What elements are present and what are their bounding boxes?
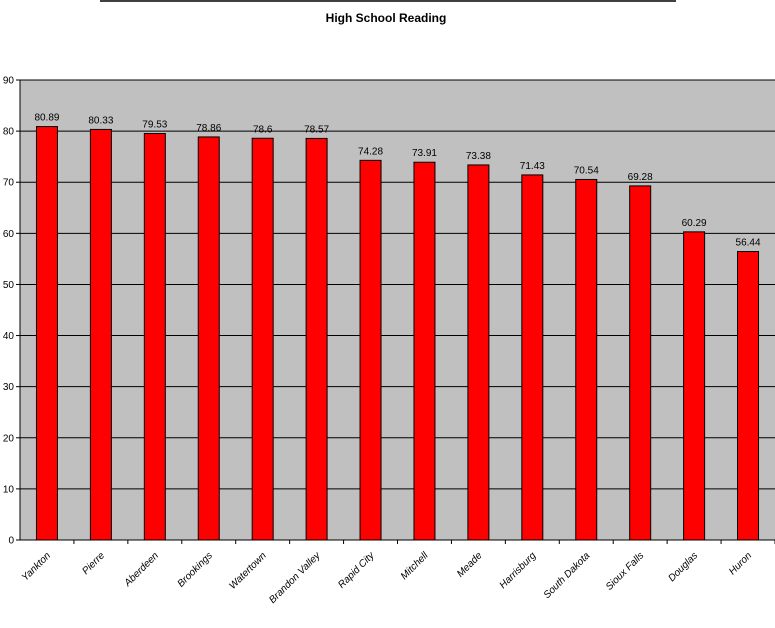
x-tick-label: Douglas: [666, 550, 700, 584]
data-label: 56.44: [736, 238, 761, 249]
bar-south-dakota: [575, 178, 598, 541]
y-tick-label: 40: [3, 331, 15, 342]
y-tick-label: 0: [8, 536, 14, 547]
bar-mitchell: [413, 161, 436, 541]
y-tick-label: 70: [3, 178, 15, 189]
bar-brookings: [197, 136, 220, 541]
bar-pierre: [89, 128, 112, 541]
bar-sioux-falls: [629, 185, 652, 541]
data-label: 78.86: [196, 123, 221, 134]
bar-aberdeen: [143, 133, 166, 541]
y-tick-label: 60: [3, 229, 15, 240]
x-tick-label: Rapid City: [336, 550, 377, 591]
y-tick-label: 90: [3, 76, 15, 87]
x-axis-ticks: Yankton Pierre Aberdeen Brookings WatertownB…: [20, 540, 775, 606]
data-label: 71.43: [520, 161, 545, 172]
x-tick-label: Aberdeen: [122, 550, 161, 589]
data-label: 70.54: [574, 165, 599, 176]
plot-area: [20, 80, 775, 540]
data-label: 78.6: [253, 124, 273, 135]
data-label: 73.38: [466, 151, 491, 162]
data-label: 73.91: [412, 148, 437, 159]
x-tick-label: Harrisburg: [498, 550, 539, 591]
x-tick-label: Meade: [455, 550, 485, 580]
bar-douglas: [683, 231, 706, 541]
data-label: 80.33: [88, 115, 113, 126]
x-tick-label: Brookings: [176, 550, 215, 589]
bar-brandon-valley: [305, 137, 328, 541]
data-label: 78.57: [304, 124, 329, 135]
y-tick-label: 10: [3, 484, 15, 495]
data-label: 74.28: [358, 146, 383, 157]
x-tick-label: Watertown: [227, 550, 269, 592]
x-tick-label: Sioux Falls: [604, 550, 646, 592]
bar-watertown: [251, 137, 274, 541]
y-tick-label: 30: [3, 382, 15, 393]
y-axis-ticks: 0 10 20 30 40 50 60 70 80 90: [3, 76, 20, 547]
x-tick-label: Yankton: [20, 550, 54, 584]
x-tick-label: South Dakota: [542, 550, 593, 601]
data-label: 80.89: [34, 113, 59, 124]
x-tick-label: Pierre: [80, 550, 107, 577]
bar-meade: [467, 164, 490, 541]
data-label: 60.29: [682, 218, 707, 229]
bar-yankton: [35, 126, 58, 541]
bar-rapid-city: [359, 159, 382, 541]
bar-huron: [737, 251, 760, 541]
bar-harrisburg: [521, 174, 544, 541]
data-label: 69.28: [628, 172, 653, 183]
y-tick-label: 20: [3, 433, 15, 444]
x-tick-label: Huron: [727, 550, 754, 577]
y-tick-label: 80: [3, 127, 15, 138]
x-tick-label: Brandon Valley: [267, 550, 323, 606]
x-tick-label: Mitchell: [399, 550, 431, 582]
y-tick-label: 50: [3, 280, 15, 291]
data-label: 79.53: [142, 120, 167, 131]
chart-title: High School Reading: [326, 11, 447, 25]
